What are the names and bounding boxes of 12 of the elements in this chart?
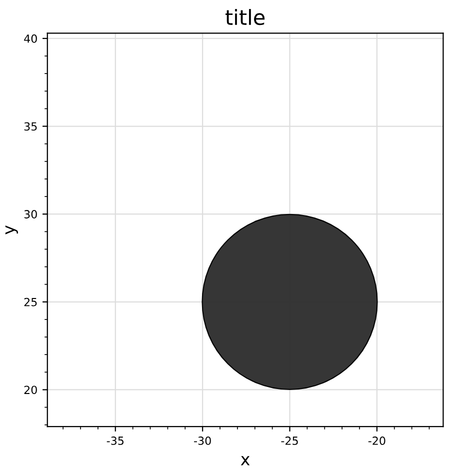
y-tick-label: 35 — [24, 122, 37, 131]
chart-title: title — [225, 9, 265, 26]
y-tick-label: 40 — [24, 34, 37, 43]
x-tick-label: -25 — [281, 436, 298, 445]
x-tick-label: -35 — [106, 436, 124, 445]
x-tick-label: -30 — [194, 436, 211, 445]
y-axis-title: y — [5, 225, 18, 234]
y-tick-label: 25 — [24, 298, 37, 306]
x-tick-label: -20 — [368, 436, 386, 445]
y-tick-label: 20 — [24, 386, 37, 394]
y-tick-label: 30 — [24, 210, 37, 218]
x-axis-title: x — [240, 456, 250, 466]
